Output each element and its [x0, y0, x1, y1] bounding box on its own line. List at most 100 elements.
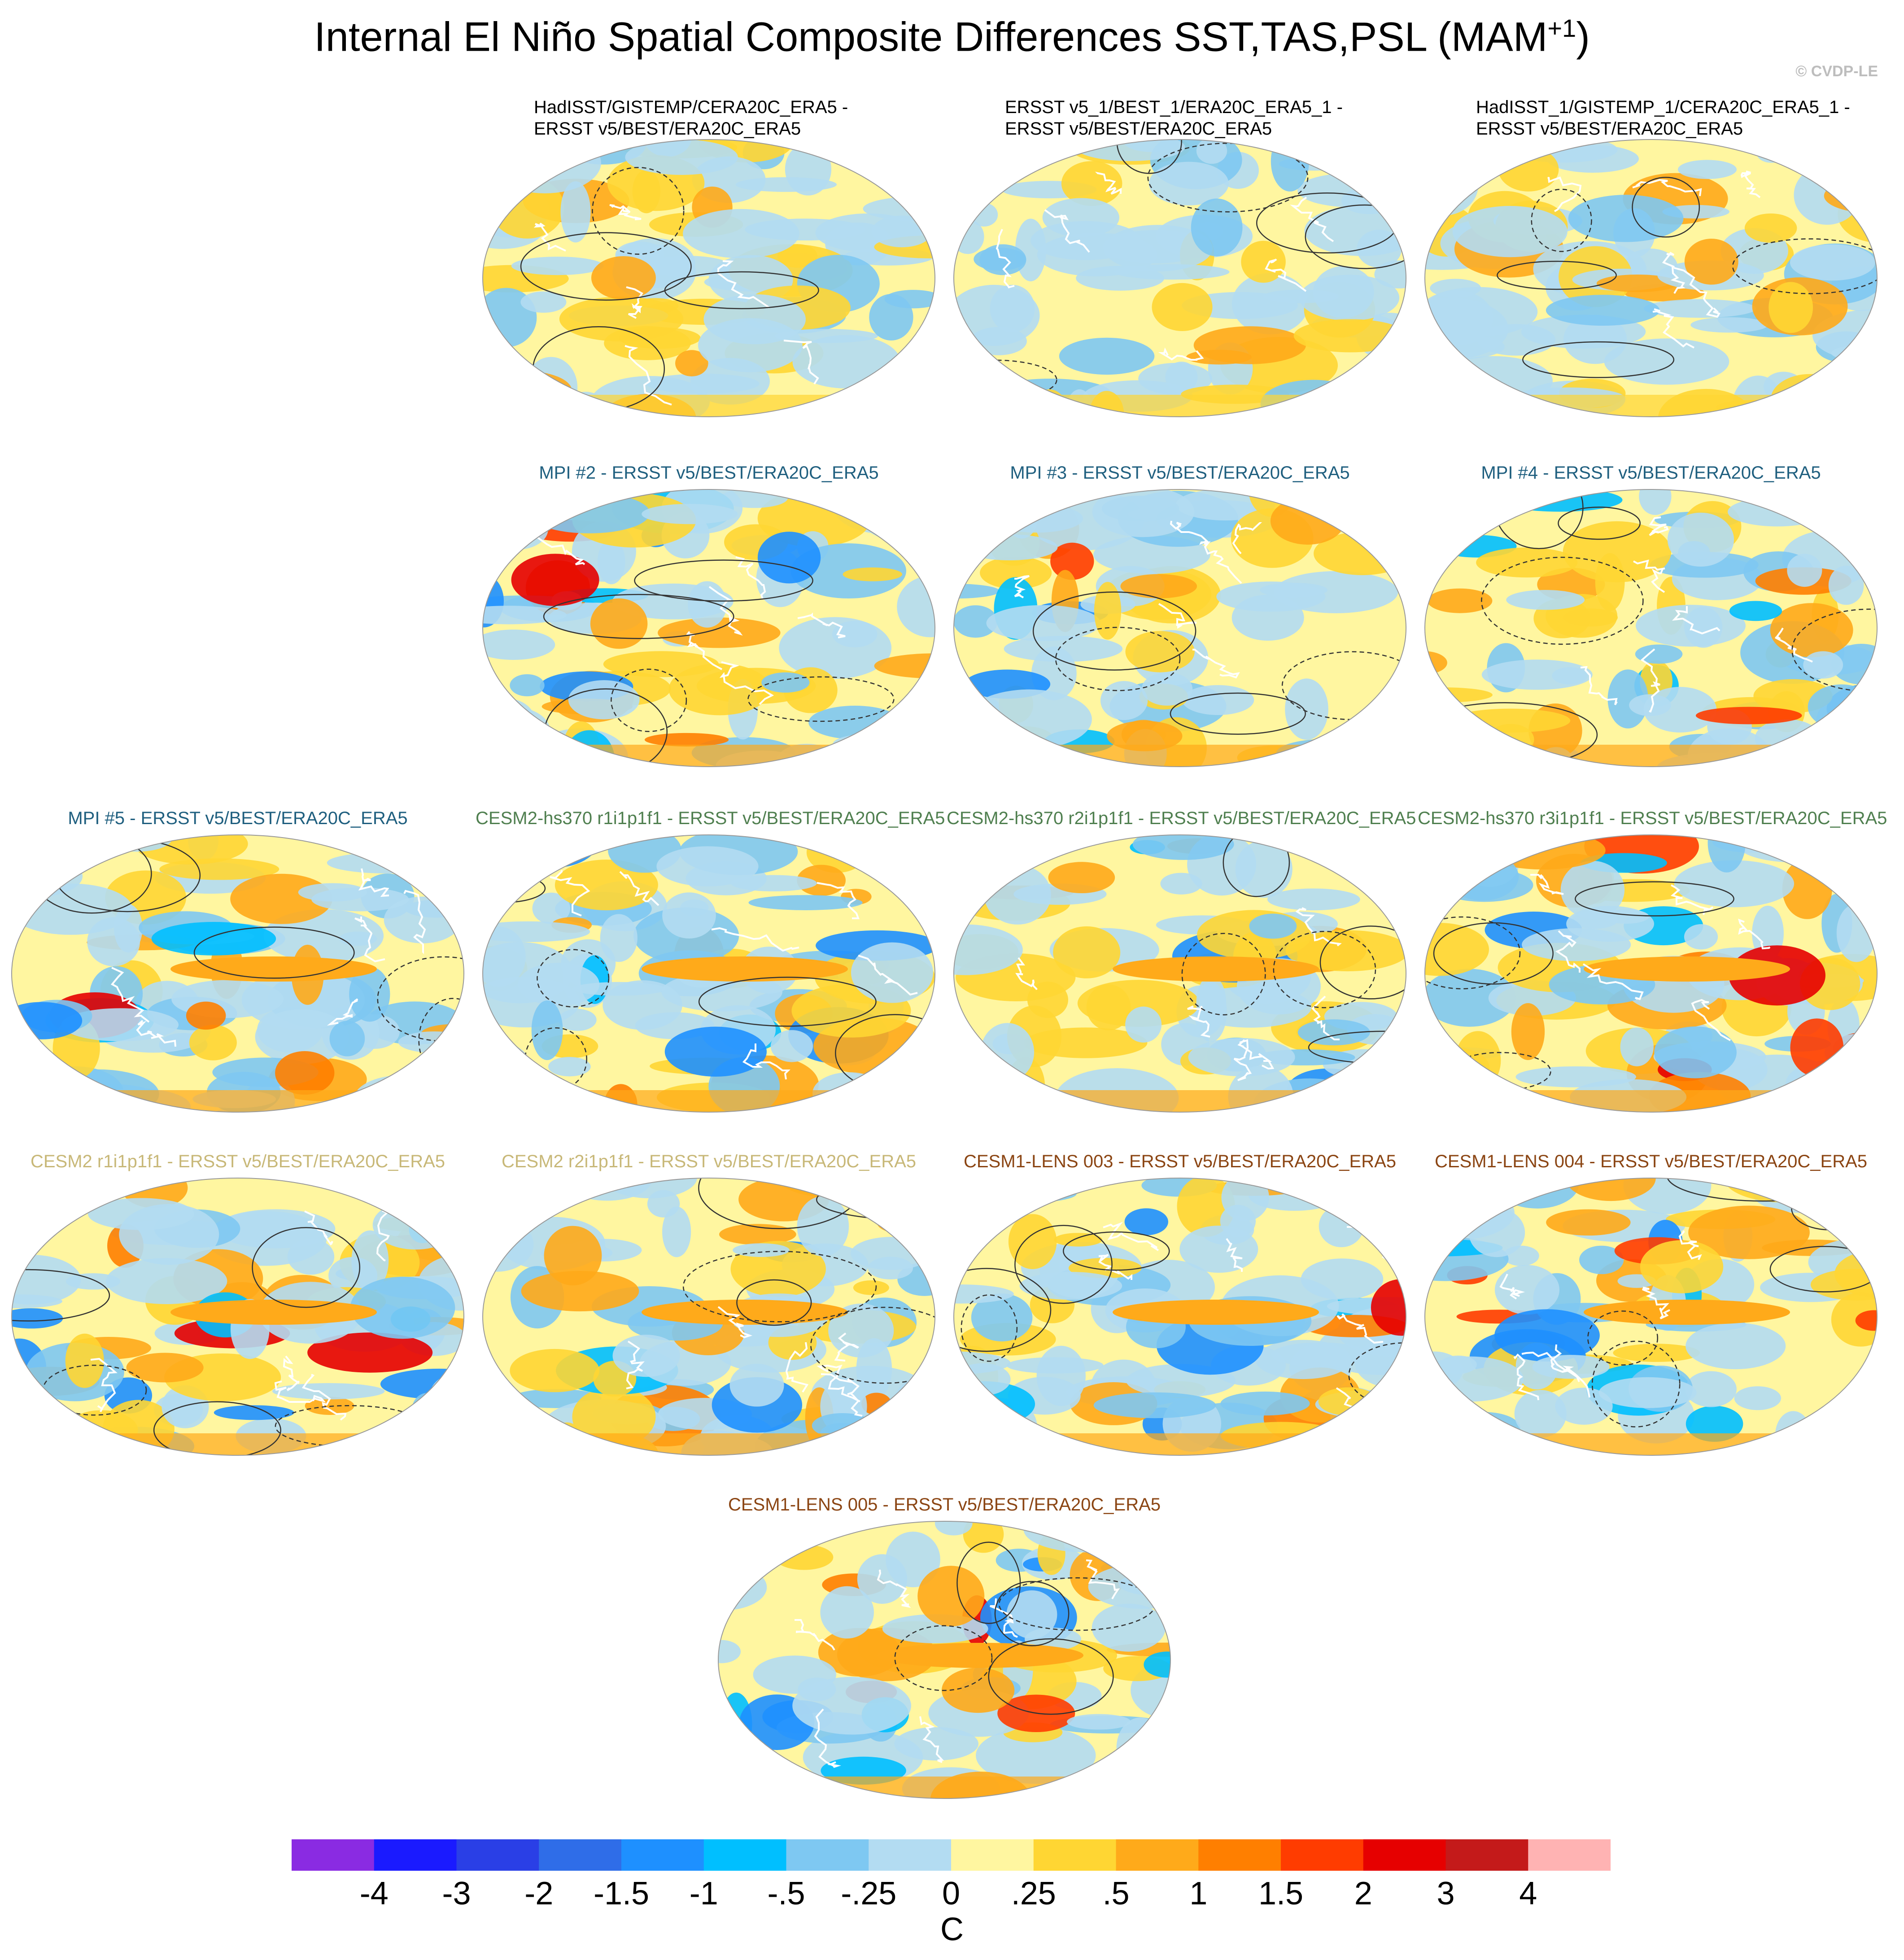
anomaly-region	[151, 922, 276, 956]
panel-label: CESM1-LENS 003 - ERSST v5/BEST/ERA20C_ER…	[963, 1152, 1397, 1171]
pressure-contour	[1032, 591, 1197, 671]
coastline	[1015, 957, 1038, 990]
anomaly-region	[1514, 1390, 1567, 1438]
anomaly-region	[1787, 554, 1822, 587]
pressure-contour	[664, 271, 819, 310]
coastline	[1103, 1222, 1159, 1251]
coastline	[735, 556, 766, 600]
global-map	[953, 489, 1406, 767]
anomaly-region	[646, 373, 760, 394]
anomaly-region	[1643, 299, 1756, 318]
anomaly-region	[1620, 1027, 1654, 1066]
coastline	[1513, 1353, 1539, 1401]
anomaly-region	[668, 664, 771, 716]
anomaly-region	[1092, 1603, 1166, 1652]
anomaly-region	[1425, 923, 1489, 976]
coastline	[283, 1355, 300, 1392]
coastline	[376, 1210, 390, 1262]
anomaly-region	[1318, 1387, 1378, 1416]
anomaly-region	[954, 1284, 1014, 1304]
global-map	[1424, 1178, 1878, 1456]
polar-anomaly	[1425, 1433, 1877, 1455]
anomaly-region	[1120, 574, 1197, 598]
anomaly-region	[954, 159, 986, 206]
coastline	[1740, 170, 1761, 198]
anomaly-region	[1371, 1279, 1406, 1336]
title-text: Internal El Niño Spatial Composite Diffe…	[314, 14, 1548, 60]
coastline	[1158, 347, 1204, 361]
anomaly-region	[1667, 512, 1734, 567]
pressure-contour	[1181, 933, 1266, 1016]
anomaly-region	[1425, 651, 1447, 675]
colorbar-tick: 1	[1189, 1876, 1208, 1912]
anomaly-region	[106, 1258, 227, 1304]
anomaly-region	[531, 140, 591, 160]
anomaly-region	[1797, 734, 1832, 756]
anomaly-region	[1061, 161, 1122, 206]
coastline	[990, 1598, 1018, 1638]
coastline	[919, 1716, 944, 1763]
anomaly-region	[12, 1067, 43, 1107]
coastline	[1775, 628, 1813, 663]
pressure-contour	[1433, 922, 1554, 985]
anomaly-region	[364, 835, 434, 864]
anomaly-region	[1304, 492, 1345, 508]
anomaly-region	[1497, 489, 1623, 512]
anomaly-region	[1494, 1309, 1600, 1362]
anomaly-region	[1481, 659, 1593, 690]
anomaly-region	[1433, 356, 1553, 406]
anomaly-region	[1511, 1003, 1545, 1060]
anomaly-region	[1684, 924, 1718, 950]
anomaly-region	[1843, 362, 1877, 405]
anomaly-region	[1425, 489, 1503, 504]
colorbar-swatch	[1033, 1839, 1116, 1871]
anomaly-region	[1835, 1181, 1877, 1236]
equatorial-anomaly	[877, 1643, 1083, 1668]
anomaly-region	[364, 1178, 464, 1192]
anomaly-region	[1301, 1258, 1384, 1300]
panel-label: CESM2-hs370 r1i1p1f1 - ERSST v5/BEST/ERA…	[476, 808, 945, 828]
anomaly-region	[1756, 144, 1787, 163]
panel-label-line2: ERSST v5/BEST/ERA20C_ERA5	[1476, 119, 1743, 139]
anomaly-region	[1686, 1406, 1743, 1442]
coastline	[304, 1210, 333, 1246]
anomaly-region	[1059, 337, 1155, 375]
anomaly-region	[1579, 1245, 1624, 1275]
coastline	[858, 955, 918, 996]
anomaly-region	[984, 747, 1048, 767]
anomaly-region	[272, 1383, 385, 1400]
anomaly-region	[642, 504, 738, 524]
pressure-contour	[956, 1541, 1021, 1624]
anomaly-region	[186, 1001, 226, 1030]
credit-label: © CVDP-LE	[1795, 63, 1878, 80]
pressure-contour	[1575, 881, 1734, 917]
anomaly-region	[647, 1190, 680, 1218]
anomaly-region	[954, 1089, 987, 1112]
polar-anomaly	[954, 1433, 1406, 1455]
map-border	[11, 1178, 464, 1456]
coastline	[711, 927, 799, 952]
anomaly-region	[528, 493, 650, 533]
anomaly-region	[857, 1554, 908, 1604]
anomaly-region	[974, 248, 1026, 271]
coastline	[403, 890, 426, 954]
anomaly-region	[335, 1104, 376, 1112]
anomaly-region	[886, 835, 927, 859]
anomaly-region	[1255, 1340, 1351, 1379]
map-border	[1424, 834, 1878, 1113]
anomaly-region	[1141, 672, 1193, 706]
pressure-contour	[1732, 238, 1877, 294]
anomaly-region	[887, 360, 935, 377]
anomaly-region	[1808, 1405, 1855, 1455]
colorbar-swatch	[869, 1839, 952, 1871]
equatorial-anomaly	[1113, 956, 1319, 982]
colorbar-tick: -1	[689, 1876, 718, 1912]
pressure-contour	[1429, 835, 1514, 865]
coastline	[1158, 603, 1197, 629]
anomaly-region	[1359, 362, 1406, 417]
anomaly-region	[1623, 1178, 1712, 1214]
anomaly-region	[954, 724, 1015, 755]
pressure-contour	[1425, 702, 1598, 767]
coastline	[1237, 1039, 1275, 1070]
anomaly-region	[1005, 494, 1038, 539]
